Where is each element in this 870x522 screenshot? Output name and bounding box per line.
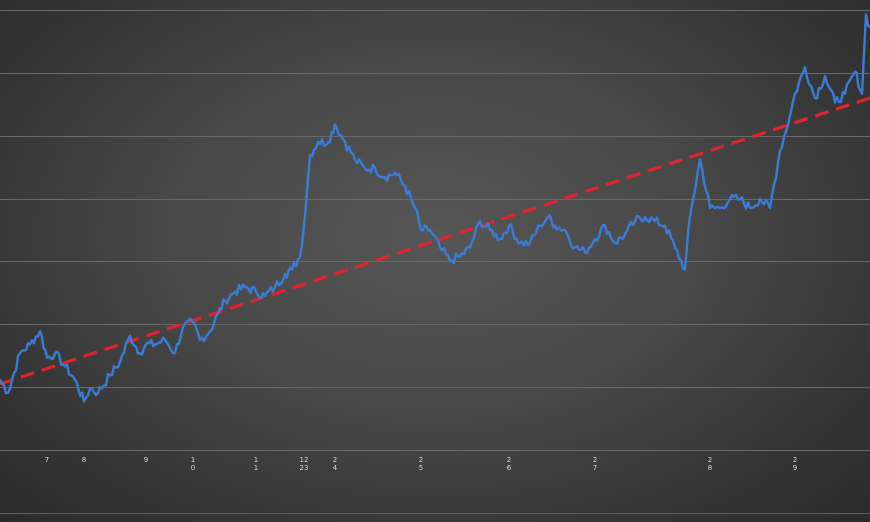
x-tick-label-2: 9: [144, 456, 148, 464]
x-axis-tick-labels: 7 8 9 1 0 1 1 12 23 2 4 2 5 2 6 2 7 2 8 2 9: [45, 456, 797, 472]
x-tick-label-0: 7: [45, 456, 49, 464]
x-tick-label-1: 8: [82, 456, 86, 464]
x-tick-label-5: 12 23: [300, 456, 309, 472]
price-line: [0, 13, 870, 403]
price-series-group: [0, 13, 870, 403]
gridlines: [0, 10, 870, 514]
